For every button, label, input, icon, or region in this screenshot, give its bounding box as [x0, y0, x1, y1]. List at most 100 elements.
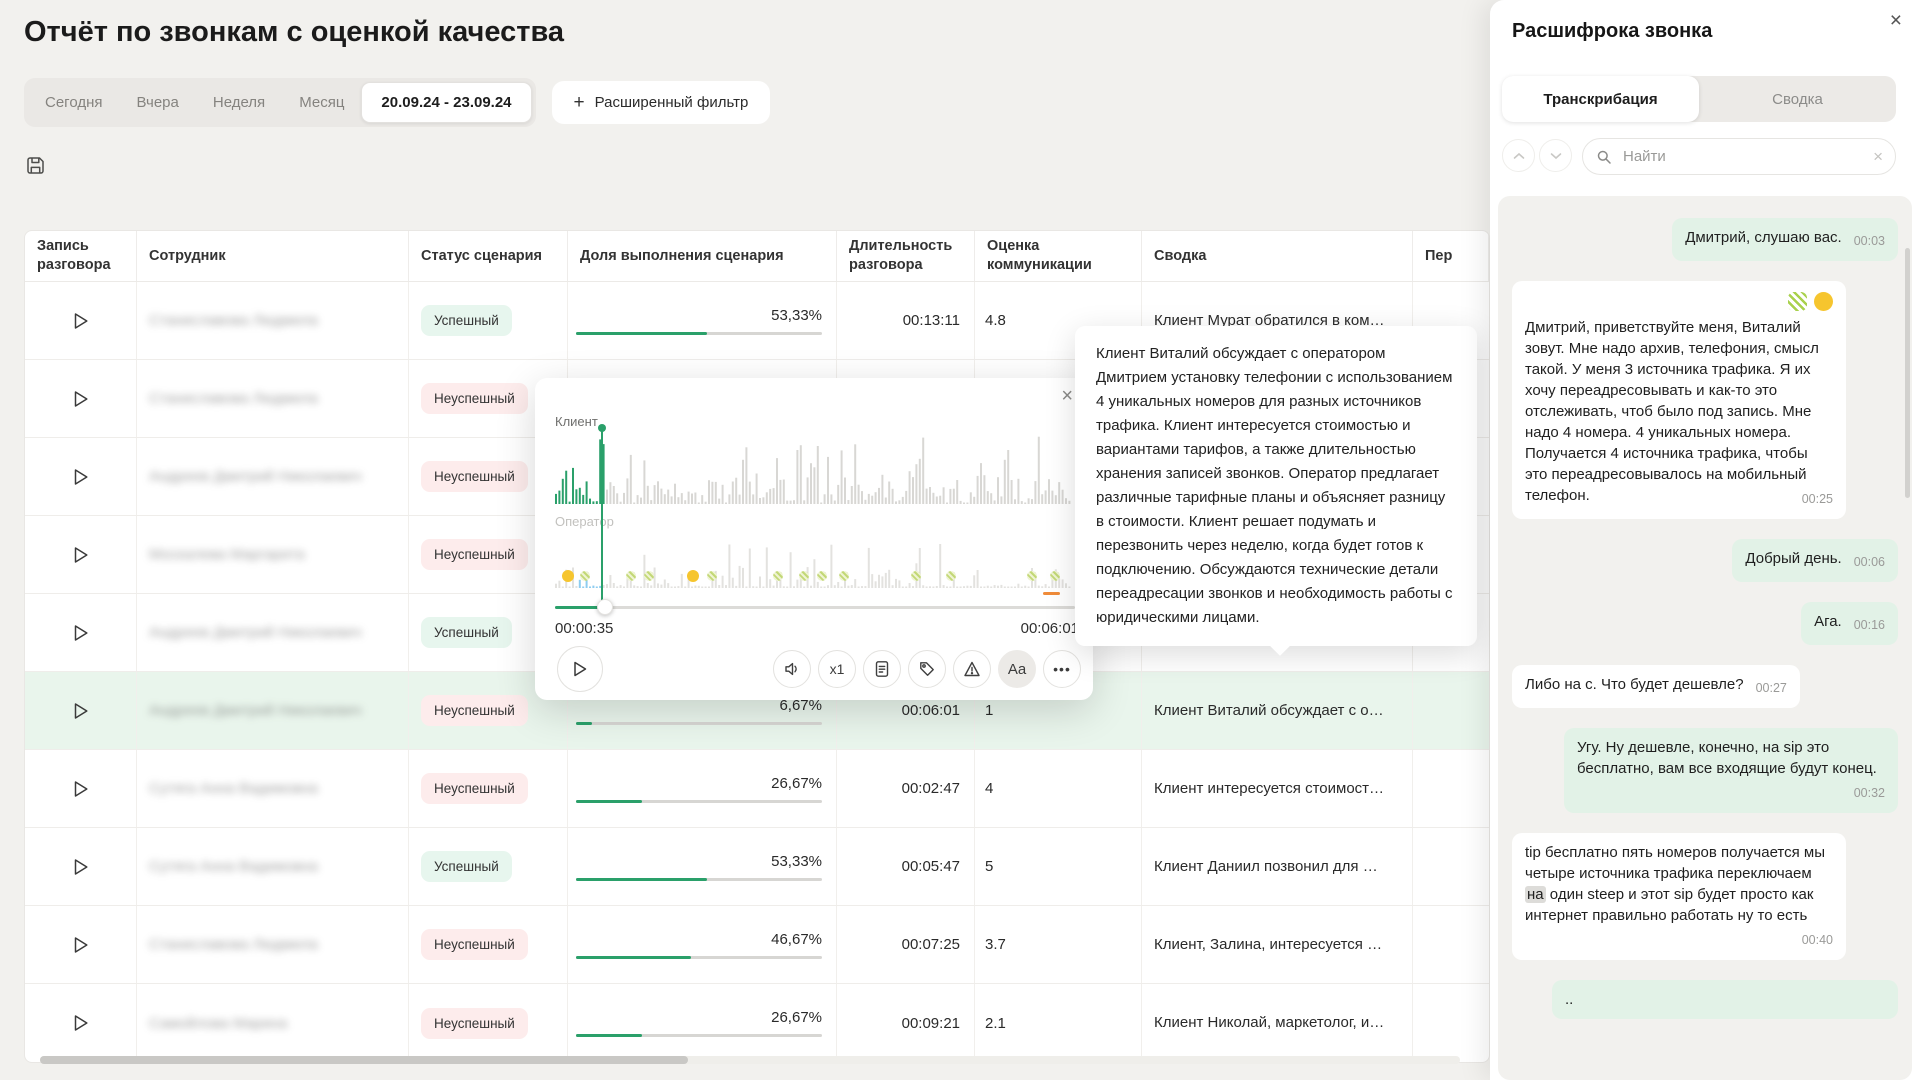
date-preset-button[interactable]: Вчера	[120, 83, 196, 122]
duration-cell: 00:09:21	[837, 984, 975, 1062]
scrollbar-thumb[interactable]	[40, 1056, 688, 1064]
status-badge: Успешный	[421, 617, 512, 648]
table-row[interactable]: Станиславова Людмила Успешный 53,33% 00:…	[25, 282, 1489, 360]
date-range-button[interactable]: 20.09.24 - 23.09.24	[361, 82, 532, 123]
date-preset-button[interactable]: Месяц	[282, 83, 361, 122]
date-preset-button[interactable]: Сегодня	[28, 83, 120, 122]
play-recording-button[interactable]	[67, 930, 95, 960]
progress: 53,33%	[576, 853, 822, 881]
score-cell: 1	[975, 672, 1142, 749]
player-progress-handle[interactable]	[597, 599, 613, 615]
play-recording-button[interactable]	[67, 462, 95, 492]
column-header: Оценка коммуникации	[975, 231, 1142, 281]
employee-name: Станиславова Людмила	[149, 312, 318, 329]
column-header: Статус сценария	[409, 231, 568, 281]
operator-track-label: Оператор	[555, 514, 614, 529]
player-close-button[interactable]: ×	[1055, 384, 1079, 409]
page-title: Отчёт по звонкам с оценкой качества	[24, 16, 565, 48]
play-recording-button[interactable]	[67, 1008, 95, 1038]
table-horizontal-scrollbar[interactable]	[40, 1056, 1460, 1064]
play-icon	[73, 390, 89, 408]
summary-tooltip: Клиент Виталий обсуждает с оператором Дм…	[1075, 326, 1477, 656]
play-recording-button[interactable]	[67, 852, 95, 882]
transcript-tab[interactable]: Транскрибация	[1502, 76, 1699, 122]
player-progress-bar[interactable]	[555, 599, 1075, 615]
operator-waveform	[555, 530, 1075, 588]
progress-bar	[576, 955, 822, 959]
playhead-marker[interactable]	[598, 424, 606, 610]
progress-percent: 26,67%	[771, 1009, 822, 1026]
search-clear-button[interactable]: ×	[1873, 146, 1883, 166]
summary-cell[interactable]: Клиент Николай, маркетолог, и…	[1142, 984, 1413, 1062]
play-icon	[73, 468, 89, 486]
table-row[interactable]: Самойлова Марина Неуспешный 26,67% 00:09…	[25, 984, 1489, 1062]
search-next-button[interactable]	[1539, 139, 1572, 172]
message-text: Либо на с. Что будет дешевле?	[1525, 676, 1744, 693]
play-icon	[73, 702, 89, 720]
duration-cell: 00:13:11	[837, 282, 975, 359]
transcript-document-button[interactable]	[863, 650, 901, 688]
score-cell: 5	[975, 828, 1142, 905]
play-icon	[73, 546, 89, 564]
status-badge: Неуспешный	[421, 929, 528, 960]
progress-percent: 26,67%	[771, 774, 822, 792]
transcript-tabs: Транскрибация Сводка	[1502, 76, 1896, 122]
progress: 46,67%	[576, 931, 822, 959]
date-preset-button[interactable]: Неделя	[196, 83, 282, 122]
total-time: 00:06:01	[1020, 620, 1079, 637]
status-badge: Успешный	[421, 305, 512, 336]
employee-name: Сутяга Анна Вадимовна	[149, 780, 318, 797]
chat-scrollbar[interactable]	[1905, 248, 1910, 498]
play-recording-button[interactable]	[67, 774, 95, 804]
summary-cell[interactable]: Клиент, Залина, интересуется …	[1142, 906, 1413, 983]
employee-name: Сутяга Анна Вадимовна	[149, 858, 318, 875]
summary-cell[interactable]: Клиент интересуется стоимост…	[1142, 750, 1413, 827]
play-icon	[73, 1014, 89, 1032]
warning-icon	[963, 660, 981, 678]
status-badge: Неуспешный	[421, 695, 528, 726]
summary-cell[interactable]: Клиент Виталий обсуждает с о…	[1142, 672, 1413, 749]
tag-button[interactable]	[908, 650, 946, 688]
play-recording-button[interactable]	[67, 696, 95, 726]
message-timestamp: 00:06	[1853, 555, 1885, 569]
client-waveform	[555, 432, 1075, 504]
employee-name: Самойлова Марина	[149, 1014, 288, 1032]
warning-button[interactable]	[953, 650, 991, 688]
play-icon	[73, 858, 89, 876]
play-recording-button[interactable]	[67, 306, 95, 336]
table-body: Станиславова Людмила Успешный 53,33% 00:…	[25, 282, 1489, 1062]
search-prev-button[interactable]	[1502, 139, 1535, 172]
employee-name: Станиславова Людмила	[149, 390, 318, 407]
status-badge: Неуспешный	[421, 539, 528, 570]
play-recording-button[interactable]	[67, 618, 95, 648]
audio-player-popup: × Клиент Оператор 00:00:35 00:06:01	[535, 378, 1093, 700]
more-options-button[interactable]: •••	[1043, 650, 1081, 688]
font-size-button[interactable]: Aa	[998, 650, 1036, 688]
transcript-search-input[interactable]	[1621, 147, 1874, 166]
duration-cell: 00:05:47	[837, 828, 975, 905]
playback-speed-button[interactable]: x1	[818, 650, 856, 688]
summary-cell[interactable]: Клиент Мурат обратился в ком…	[1142, 282, 1413, 359]
table-row[interactable]: Станиславова Людмила Неуспешный 46,67% 0…	[25, 906, 1489, 984]
player-play-button[interactable]	[557, 646, 603, 692]
transcript-tab[interactable]: Сводка	[1772, 90, 1823, 108]
chat-message: Дмитрий, слушаю вас. 00:03	[1672, 218, 1898, 261]
table-row[interactable]: Сутяга Анна Вадимовна Неуспешный 26,67% …	[25, 750, 1489, 828]
table-row[interactable]: Сутяга Анна Вадимовна Успешный 53,33% 00…	[25, 828, 1489, 906]
message-icons	[1525, 292, 1833, 311]
advanced-filter-button[interactable]: + Расширенный фильтр	[551, 81, 771, 124]
panel-close-button[interactable]: ×	[1884, 8, 1908, 34]
play-recording-button[interactable]	[67, 540, 95, 570]
save-report-button[interactable]	[25, 155, 46, 176]
play-icon	[73, 312, 89, 330]
play-recording-button[interactable]	[67, 384, 95, 414]
summary-cell[interactable]: Клиент Даниил позвонил для …	[1142, 828, 1413, 905]
extra-cell	[1413, 906, 1489, 983]
save-icon	[25, 155, 46, 176]
play-icon	[73, 624, 89, 642]
message-highlight: на	[1525, 886, 1546, 903]
extra-cell	[1413, 828, 1489, 905]
volume-button[interactable]	[773, 650, 811, 688]
search-box: ×	[1582, 138, 1896, 175]
